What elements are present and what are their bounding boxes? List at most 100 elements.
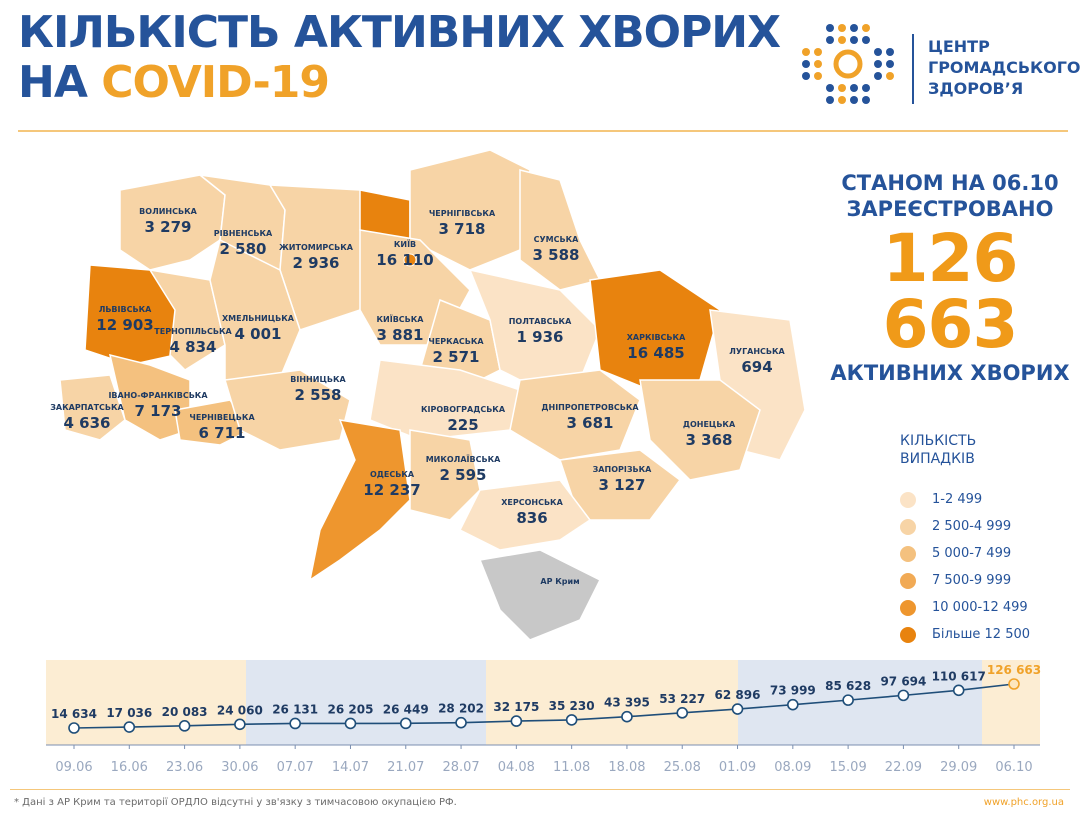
timeline-date-label: 06.10 <box>995 760 1032 775</box>
timeline-date-label: 30.06 <box>221 760 258 775</box>
region-value: 4 636 <box>64 414 111 432</box>
logo-dot <box>850 84 858 92</box>
legend-item: 7 500-9 999 <box>900 567 1070 594</box>
timeline-date-label: 07.07 <box>277 760 314 775</box>
region-value: 4 834 <box>170 338 217 356</box>
logo-line-1: ЦЕНТР <box>928 37 990 56</box>
timeline-value-label: 73 999 <box>770 684 816 698</box>
region-value: 3 881 <box>377 326 424 344</box>
region-value: 3 368 <box>686 431 733 449</box>
logo-line-2: ГРОМАДСЬКОГО <box>928 58 1080 77</box>
legend-item: 5 000-7 499 <box>900 540 1070 567</box>
region-name: КІРОВОГРАДСЬКА <box>421 405 506 414</box>
legend-swatch <box>900 572 916 589</box>
region-shape <box>59 374 126 441</box>
logo-dot <box>838 36 846 44</box>
summary-registered: ЗАРЕЄСТРОВАНО <box>846 197 1054 221</box>
page-title: КІЛЬКІСТЬ АКТИВНИХ ХВОРИХ НА COVID-19 <box>18 7 781 108</box>
region-name: КИЇВСЬКА <box>376 314 424 324</box>
timeline-value-label: 85 628 <box>825 679 871 693</box>
region-name: ВОЛИНСЬКА <box>139 207 197 216</box>
region-shape <box>478 549 602 641</box>
logo-dot <box>850 36 858 44</box>
footnote: * Дані з АР Крим та території ОРДЛО відс… <box>14 797 457 808</box>
timeline-point <box>787 698 799 711</box>
title-line-1: КІЛЬКІСТЬ АКТИВНИХ ХВОРИХ <box>18 7 781 58</box>
region-value: 3 279 <box>145 218 192 236</box>
region-value: 4 001 <box>235 325 282 343</box>
timeline-line <box>73 683 1015 729</box>
region-shape <box>409 429 481 521</box>
region-value: 2 580 <box>220 240 267 258</box>
timeline-date-label: 25.08 <box>664 760 701 775</box>
region-shape <box>224 369 351 451</box>
timeline-date-label: 29.09 <box>940 760 977 775</box>
timeline-point <box>344 717 357 730</box>
legend-items: 1-2 499 2 500-4 999 5 000-7 499 7 500-9 999… <box>900 486 1070 648</box>
legend-swatch <box>900 626 916 643</box>
timeline-date-label: 16.06 <box>111 760 148 775</box>
region-value: 7 173 <box>135 402 182 420</box>
logo-dot <box>814 48 822 56</box>
timeline-chart: 14 634 09.06 17 036 16.06 20 083 23.06 24 060 3… <box>46 660 1041 775</box>
region-value: 2 558 <box>295 386 342 404</box>
region-name: ЛУГАНСЬКА <box>729 347 785 356</box>
region-name: ВІННИЦЬКА <box>290 375 346 384</box>
legend-label: 7 500-9 999 <box>932 573 1012 588</box>
timeline-value-label: 20 083 <box>162 705 208 719</box>
legend-item: 2 500-4 999 <box>900 513 1070 540</box>
timeline-point <box>178 720 191 732</box>
region-shape <box>308 419 411 582</box>
timeline-value-label: 97 694 <box>880 674 926 688</box>
region-value: 2 595 <box>440 466 487 484</box>
legend-title: КІЛЬКІСТЬ ВИПАДКІВ <box>900 432 1070 468</box>
timeline-band <box>982 660 1040 745</box>
logo-dot <box>802 60 810 68</box>
logo-dot <box>838 24 846 32</box>
timeline-date-label: 14.07 <box>332 760 369 775</box>
region-value: 2 936 <box>293 254 340 272</box>
timeline-value-label: 32 175 <box>493 700 539 714</box>
timeline-point <box>234 718 246 731</box>
region-name: РІВНЕНСЬКА <box>214 229 273 238</box>
timeline-date-label: 21.07 <box>387 760 424 775</box>
legend-label: 2 500-4 999 <box>932 519 1012 534</box>
timeline-date-label: 22.09 <box>885 760 922 775</box>
region-value: 836 <box>516 509 547 527</box>
logo-dot <box>886 48 894 56</box>
region-value: 6 711 <box>199 424 246 442</box>
logo-dot <box>886 72 894 80</box>
timeline-date-label: 01.09 <box>719 760 756 775</box>
region-name: ЗАПОРІЗЬКА <box>593 465 653 474</box>
region-value: 3 588 <box>533 246 580 264</box>
region-name: КИЇВ <box>394 239 416 249</box>
region-name: ТЕРНОПІЛЬСЬКА <box>154 327 232 336</box>
region-value: 3 718 <box>439 220 486 238</box>
region-name: ЛЬВІВСЬКА <box>99 305 152 314</box>
timeline-point <box>952 684 965 697</box>
summary-block: СТАНОМ НА 06.10 ЗАРЕЄСТРОВАНО 126 663 АК… <box>820 170 1080 386</box>
kyiv-marker <box>403 253 417 267</box>
timeline-point <box>897 689 910 702</box>
map-legend: КІЛЬКІСТЬ ВИПАДКІВ 1-2 499 2 500-4 999 5 0… <box>900 432 1070 648</box>
ukraine-map: ВОЛИНСЬКА 3 279 РІВНЕНСЬКА 2 580 ЖИТОМИРСЬКА… <box>50 149 806 641</box>
timeline-date-label: 11.08 <box>553 760 590 775</box>
timeline-date-label: 08.09 <box>774 760 811 775</box>
timeline-value-label: 126 663 <box>987 663 1041 677</box>
region-name: МИКОЛАЇВСЬКА <box>426 454 501 464</box>
region-value: 694 <box>741 358 772 376</box>
timeline-point <box>842 694 854 706</box>
timeline-date-label: 09.06 <box>55 760 92 775</box>
logo-dot <box>850 24 858 32</box>
logo-dot <box>862 36 870 44</box>
title-prefix: НА <box>18 57 102 108</box>
logo-dot <box>814 60 822 68</box>
timeline-point <box>621 710 633 723</box>
timeline-point <box>565 714 578 726</box>
timeline-value-label: 24 060 <box>217 703 263 717</box>
timeline-value-label: 110 617 <box>932 669 986 683</box>
website-link[interactable]: www.phc.org.ua <box>983 797 1064 808</box>
timeline-point <box>1008 678 1020 690</box>
legend-swatch <box>900 491 916 508</box>
region-shape <box>174 399 252 446</box>
